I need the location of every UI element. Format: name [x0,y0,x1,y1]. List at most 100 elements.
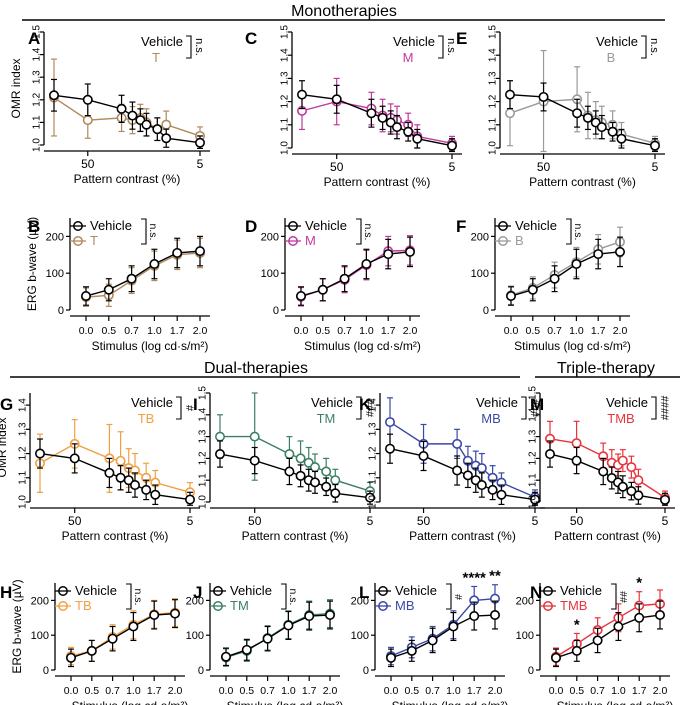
series-vehicle [550,600,665,668]
data-point [571,258,582,269]
x-tick-label: 50 [330,160,344,174]
chart-panel-f: F 0 100 200 0.0 0.5 0.7 1.0 1.7 2.0 Stimulus (log … [456,217,631,353]
data-point [571,455,582,466]
x-tick-label: 5 [662,514,669,528]
data-point [592,635,603,646]
data-point [241,644,252,655]
series-line [225,614,331,658]
x-tick-label: 0.5 [525,325,540,337]
y-tick-label: 1.3 [18,422,29,436]
data-point [489,610,500,621]
x-axis-label: Stimulus (log cd·s/m²) [514,339,631,353]
data-point [607,126,618,137]
legend-label-vehicle: Vehicle [476,395,518,410]
legend-label-vehicle: Vehicle [90,218,132,233]
legend-label-treatment: TB [138,411,155,426]
data-point [504,108,515,119]
x-tick-label: 0.0 [384,685,399,697]
panel-letter: L [359,583,369,602]
data-point [116,103,127,114]
data-point [626,462,637,473]
stat-label: # [452,594,464,600]
x-tick-label: 5 [652,160,659,174]
data-point [295,291,306,302]
panel-letter: E [456,29,467,48]
y-tick-label: 1.1 [528,473,539,487]
x-tick-label: 50 [570,514,584,528]
series-vehicle [215,440,375,505]
series-line [390,614,496,659]
stat-bracket [356,396,362,420]
x-tick-label: 0.5 [239,685,254,697]
legend-label-treatment: TM [317,411,336,426]
series-vehicle [296,80,457,153]
data-point [448,621,459,632]
legend-label-vehicle: Vehicle [305,218,347,233]
x-tick-label: 0.7 [547,325,562,337]
data-point [82,94,93,105]
panel-letter: A [28,29,40,48]
y-tick-label: 1.2 [32,92,43,106]
chart-panel-n: N 0 100 200 0.0 0.5 0.7 1.0 1.7 2.0 Stimulus (log … [516,575,674,705]
data-point [149,610,160,621]
data-point [141,484,152,495]
chart-panel-d: D 0 100 200 0.0 0.5 0.7 1.0 1.7 2.0 Stimulus (log … [245,217,421,353]
y-tick-label: 0 [483,305,489,317]
x-tick-label: 1.0 [359,325,374,337]
significance-marker: * [574,616,580,633]
series-vehicle [505,236,625,306]
data-point [366,108,377,119]
data-point [152,124,163,135]
panel-letter: F [456,217,466,236]
stat-bracket [141,218,147,245]
y-axis-label: OMR index [9,58,23,118]
y-tick-label: 1.1 [32,115,43,129]
data-point [48,90,59,101]
y-tick-label: 1.4 [528,407,539,421]
data-point [403,126,414,137]
series-vehicle [66,599,181,668]
legend-label-vehicle: Vehicle [560,583,602,598]
significance-marker: **** [463,569,487,586]
chart-panel-e: E 1.0 1.1 1.2 1.3 1.4 1.5 50 5 Pattern contrast (… [456,25,665,189]
legend-label-vehicle: Vehicle [393,34,435,49]
series-line [389,421,536,498]
data-point [103,284,114,295]
y-tick-label: 1.2 [488,94,499,108]
y-tick-label: 1.3 [198,429,209,443]
significance-marker: * [636,575,642,592]
legend-label-vehicle: Vehicle [141,34,183,49]
data-point [215,431,226,442]
y-tick-label: 0 [528,665,534,677]
data-point [304,611,315,622]
data-point [504,89,515,100]
x-tick-label: 0.5 [569,685,584,697]
data-point [452,465,463,476]
x-tick-label: 1.0 [569,325,584,337]
y-tick-label: 1.1 [198,473,209,487]
data-point [161,133,172,144]
y-tick-label: 1.5 [528,386,539,400]
data-point [215,449,226,460]
x-tick-label: 1.7 [632,685,647,697]
x-tick-label: 50 [248,514,262,528]
data-point [104,467,115,478]
data-point [321,481,332,492]
data-point [384,443,395,454]
data-point [127,110,138,121]
chart-panel-c: C 1.0 1.1 1.2 1.3 1.4 1.5 50 5 Pattern contrast (… [245,25,462,189]
x-axis-label: Stimulus (log cd·s/m²) [72,699,189,705]
x-tick-label: 1.0 [147,325,162,337]
data-point [634,612,645,623]
data-point [385,652,396,663]
data-point [476,463,487,474]
data-point [418,450,429,461]
x-axis-label: Stimulus (log cd·s/m²) [227,699,344,705]
y-tick-label: 0 [43,665,49,677]
data-point [107,633,118,644]
data-point [427,635,438,646]
legend-label-vehicle: Vehicle [515,218,557,233]
data-point [582,112,593,123]
y-tick-label: 1.0 [198,495,209,509]
